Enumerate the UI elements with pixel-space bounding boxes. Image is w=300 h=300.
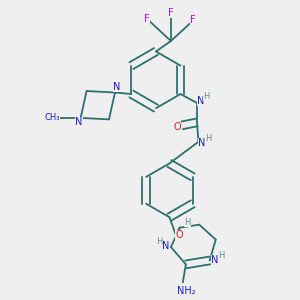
Text: O: O <box>174 122 182 132</box>
Text: N: N <box>198 138 206 148</box>
Text: NH₂: NH₂ <box>176 286 195 296</box>
Text: F: F <box>168 8 174 18</box>
Text: N: N <box>197 97 204 106</box>
Text: H: H <box>156 237 163 246</box>
Text: N: N <box>162 242 169 251</box>
Text: F: F <box>190 15 196 25</box>
Text: N: N <box>76 117 83 128</box>
Text: O: O <box>175 230 183 240</box>
Text: F: F <box>144 14 150 24</box>
Text: H: H <box>218 250 224 260</box>
Text: H: H <box>203 92 209 101</box>
Text: N: N <box>212 255 219 265</box>
Text: CH₃: CH₃ <box>44 113 60 122</box>
Text: H: H <box>205 134 211 143</box>
Text: H: H <box>184 218 190 227</box>
Text: N: N <box>113 82 120 92</box>
